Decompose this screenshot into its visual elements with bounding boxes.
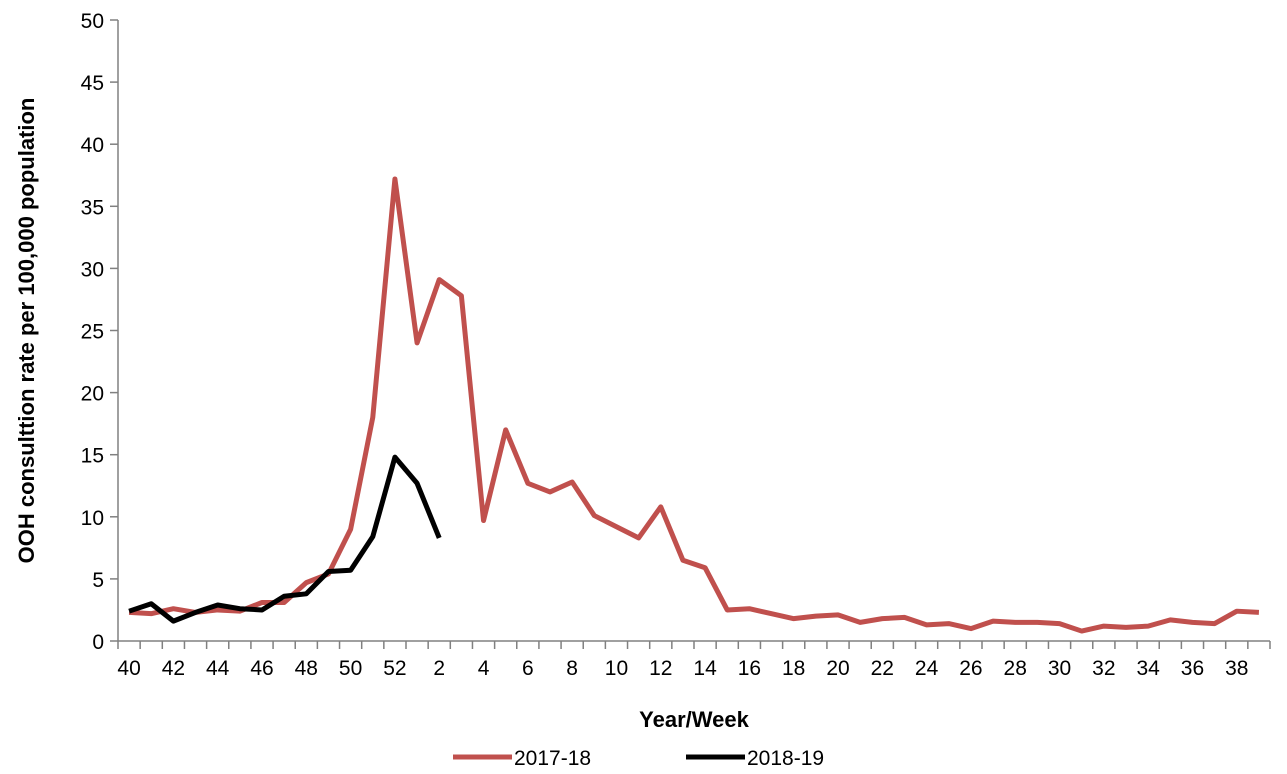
x-tick-label: 50 <box>339 657 362 680</box>
x-tick-label: 46 <box>250 657 273 680</box>
series-line-2018-19 <box>128 454 442 624</box>
y-tick-label: 20 <box>81 383 104 406</box>
y-tick-label: 30 <box>81 258 104 281</box>
y-tick-label: 15 <box>81 445 104 468</box>
y-axis: 0 5 10 15 20 25 30 35 40 45 50 <box>81 10 119 654</box>
y-tick-label: 5 <box>92 569 104 592</box>
x-tick-label: 48 <box>295 657 318 680</box>
x-tick-label: 44 <box>206 657 230 680</box>
x-tick-label: 2 <box>433 657 445 680</box>
y-tick-label: 40 <box>81 134 104 157</box>
x-axis: 40 42 44 46 48 50 52 2 4 6 8 10 12 14 16 18 20 22 24 26 28 30… <box>117 640 1271 680</box>
legend-label: 2017-18 <box>514 747 591 770</box>
x-tick-label: 22 <box>871 657 894 680</box>
x-tick-label: 16 <box>738 657 761 680</box>
x-tick-label: 26 <box>959 657 982 680</box>
x-tick-label: 32 <box>1092 657 1115 680</box>
x-tick-label: 18 <box>782 657 805 680</box>
x-tick-label: 4 <box>478 657 490 680</box>
x-tick-label: 12 <box>649 657 672 680</box>
y-axis-title: OOH consulttion rate per 100,000 populat… <box>14 98 39 564</box>
legend-label: 2018-19 <box>747 747 824 770</box>
y-tick-label: 35 <box>81 196 104 219</box>
legend: 2017-18 2018-19 <box>453 747 824 770</box>
y-tick-label: 25 <box>81 321 104 344</box>
series-line-2017-18 <box>128 176 1260 634</box>
x-tick-label: 30 <box>1048 657 1071 680</box>
x-tick-label: 40 <box>117 657 140 680</box>
y-tick-label: 45 <box>81 72 104 95</box>
x-tick-label: 34 <box>1136 657 1160 680</box>
x-tick-label: 10 <box>605 657 628 680</box>
x-tick-label: 8 <box>566 657 578 680</box>
y-tick-label: 10 <box>81 507 104 530</box>
x-tick-label: 28 <box>1004 657 1027 680</box>
x-tick-label: 36 <box>1181 657 1204 680</box>
x-axis-title: Year/Week <box>639 707 749 732</box>
x-tick-label: 38 <box>1225 657 1248 680</box>
x-tick-label: 24 <box>915 657 939 680</box>
x-tick-label: 14 <box>693 657 717 680</box>
y-tick-label: 0 <box>92 631 104 654</box>
x-tick-label: 20 <box>826 657 849 680</box>
x-tick-label: 52 <box>383 657 406 680</box>
x-tick-label: 42 <box>162 657 185 680</box>
x-tick-label: 6 <box>522 657 534 680</box>
series-layer <box>128 176 1260 634</box>
y-tick-label: 50 <box>81 10 104 33</box>
